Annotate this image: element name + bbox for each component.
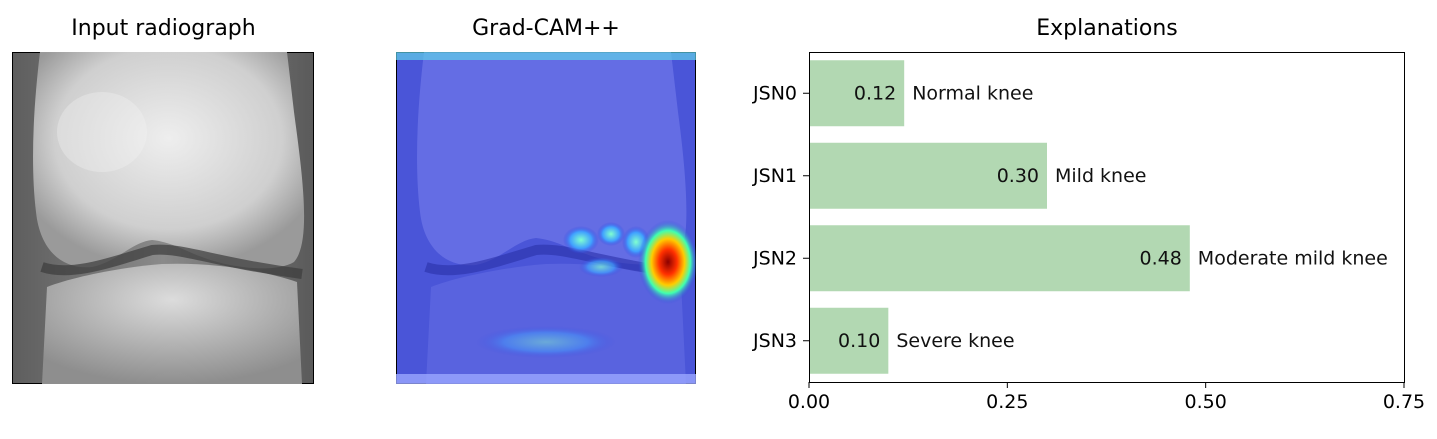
x-tick-label: 0.50 bbox=[1185, 391, 1227, 413]
gradcam-title: Grad-CAM++ bbox=[472, 16, 620, 41]
bar-annotation: Moderate mild knee bbox=[1198, 247, 1388, 269]
bar-annotation: Mild knee bbox=[1055, 165, 1146, 187]
chart-title: Explanations bbox=[1036, 16, 1178, 41]
y-tick-label: JSN2 bbox=[752, 247, 797, 269]
bar-value-label: 0.12 bbox=[854, 82, 896, 104]
bar-jsn2 bbox=[809, 225, 1190, 292]
x-tick-label: 0.75 bbox=[1383, 391, 1425, 413]
x-tick-label: 0.25 bbox=[986, 391, 1028, 413]
x-tick-label: 0.00 bbox=[788, 391, 830, 413]
plot-frame bbox=[809, 52, 1405, 383]
bar-annotation: Normal knee bbox=[912, 82, 1033, 104]
bar-value-label: 0.30 bbox=[997, 165, 1039, 187]
bar-value-label: 0.48 bbox=[1139, 247, 1181, 269]
bar-annotation: Severe knee bbox=[896, 330, 1014, 352]
input-radiograph-title: Input radiograph bbox=[71, 16, 256, 41]
input-radiograph-image bbox=[12, 52, 314, 384]
y-tick-label: JSN0 bbox=[752, 82, 797, 104]
y-tick-label: JSN3 bbox=[752, 330, 797, 352]
gradcam-heatmap-image bbox=[396, 52, 696, 384]
bar-jsn1 bbox=[809, 142, 1047, 209]
bar-jsn3 bbox=[809, 307, 889, 374]
bar-jsn0 bbox=[809, 60, 905, 127]
bar-value-label: 0.10 bbox=[838, 330, 880, 352]
y-tick-label: JSN1 bbox=[752, 165, 797, 187]
